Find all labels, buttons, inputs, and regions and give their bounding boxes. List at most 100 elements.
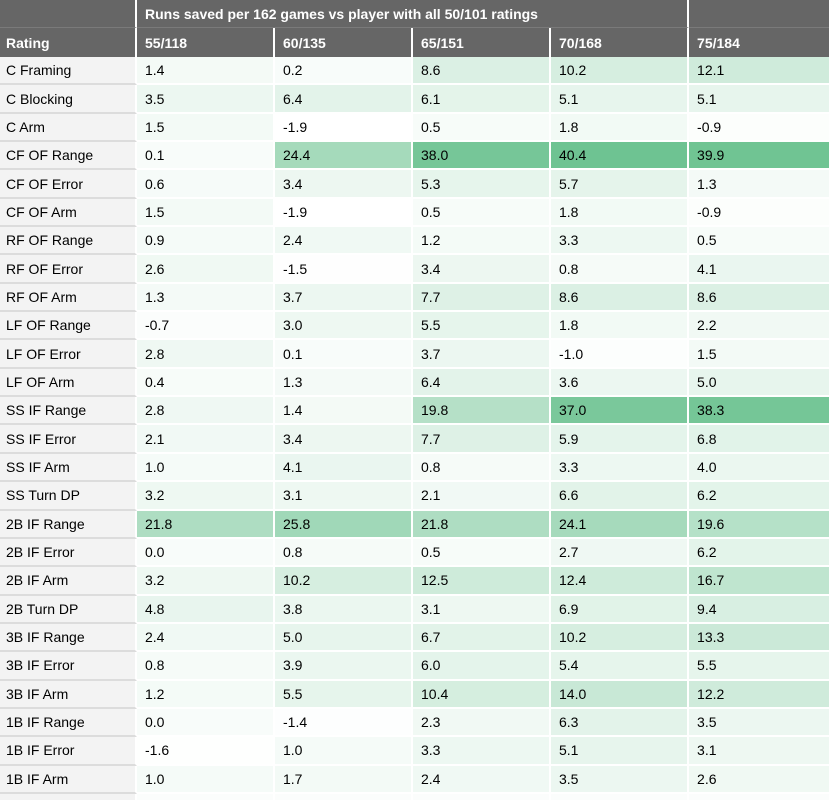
value-cell[interactable]: -1.9 — [275, 198, 413, 228]
column-header[interactable]: 70/168 — [551, 28, 690, 57]
value-cell[interactable]: 0.9 — [137, 227, 275, 256]
value-cell[interactable]: 4.8 — [137, 595, 275, 624]
value-cell[interactable]: 6.6 — [551, 482, 690, 511]
value-cell[interactable]: 1.8 — [551, 312, 690, 341]
row-label[interactable]: LF OF Error — [0, 340, 137, 369]
value-cell[interactable]: 19.8 — [413, 397, 551, 426]
row-label[interactable]: 1B IF Error — [0, 737, 137, 766]
row-label[interactable]: 3B IF Error — [0, 652, 137, 681]
value-cell[interactable]: 3.1 — [275, 482, 413, 511]
row-label[interactable]: 1B IF Arm — [0, 765, 137, 794]
value-cell[interactable]: 0.1 — [137, 142, 275, 171]
row-label[interactable]: CF OF Arm — [0, 198, 137, 228]
value-cell[interactable]: 5.3 — [413, 170, 551, 199]
value-cell[interactable]: -1.0 — [551, 340, 690, 369]
value-cell[interactable]: 5.5 — [275, 680, 413, 709]
value-cell[interactable]: 1.0 — [137, 765, 275, 794]
value-cell[interactable]: 3.0 — [275, 312, 413, 341]
value-cell[interactable]: 25.8 — [275, 510, 413, 539]
value-cell[interactable]: 10.4 — [413, 680, 551, 709]
value-cell[interactable]: 1.2 — [413, 227, 551, 256]
value-cell[interactable]: 8.6 — [551, 283, 690, 313]
value-cell[interactable]: -1.4 — [275, 708, 413, 738]
value-cell[interactable]: 6.3 — [551, 708, 690, 738]
value-cell[interactable]: 12.2 — [689, 680, 829, 709]
value-cell[interactable] — [689, 793, 829, 800]
value-cell[interactable]: 8.6 — [689, 283, 829, 313]
row-label[interactable]: RF OF Range — [0, 227, 137, 256]
value-cell[interactable]: 1.8 — [551, 198, 690, 228]
value-cell[interactable]: 5.1 — [689, 85, 829, 114]
value-cell[interactable]: -0.9 — [689, 198, 829, 228]
column-header[interactable]: 65/151 — [413, 28, 551, 57]
value-cell[interactable]: 39.9 — [689, 142, 829, 171]
value-cell[interactable]: 3.9 — [275, 652, 413, 681]
value-cell[interactable]: 1.2 — [137, 680, 275, 709]
value-cell[interactable]: 38.3 — [689, 397, 829, 426]
value-cell[interactable]: 1.8 — [551, 113, 690, 143]
value-cell[interactable]: 2.1 — [413, 482, 551, 511]
row-label[interactable]: 2B IF Range — [0, 510, 137, 539]
value-cell[interactable]: 2.6 — [689, 765, 829, 794]
row-label[interactable]: C Arm — [0, 113, 137, 143]
row-label[interactable]: LF OF Arm — [0, 368, 137, 398]
value-cell[interactable]: 10.2 — [551, 57, 690, 86]
value-cell[interactable]: 6.1 — [413, 85, 551, 114]
row-label[interactable]: 2B IF Arm — [0, 567, 137, 596]
value-cell[interactable]: 5.5 — [689, 652, 829, 681]
value-cell[interactable]: 0.8 — [413, 453, 551, 483]
row-label[interactable] — [0, 793, 137, 800]
value-cell[interactable]: 3.3 — [551, 453, 690, 483]
value-cell[interactable]: 3.4 — [275, 425, 413, 454]
value-cell[interactable]: 0.5 — [413, 113, 551, 143]
value-cell[interactable]: 0.8 — [551, 255, 690, 284]
value-cell[interactable]: 3.3 — [551, 227, 690, 256]
value-cell[interactable]: 1.0 — [275, 737, 413, 766]
value-cell[interactable]: 7.7 — [413, 283, 551, 313]
value-cell[interactable]: 5.1 — [551, 85, 690, 114]
column-header[interactable]: 60/135 — [275, 28, 413, 57]
row-header-label[interactable]: Rating — [0, 28, 137, 57]
value-cell[interactable]: 4.0 — [689, 453, 829, 483]
value-cell[interactable]: 2.8 — [137, 340, 275, 369]
corner-cell-right[interactable] — [689, 0, 829, 28]
value-cell[interactable]: 8.6 — [413, 57, 551, 86]
value-cell[interactable]: 2.4 — [275, 227, 413, 256]
value-cell[interactable]: 0.5 — [413, 198, 551, 228]
value-cell[interactable]: 19.6 — [689, 510, 829, 539]
corner-cell-left[interactable] — [0, 0, 137, 28]
value-cell[interactable]: 14.0 — [551, 680, 690, 709]
value-cell[interactable]: 2.2 — [689, 312, 829, 341]
value-cell[interactable]: 6.7 — [413, 623, 551, 653]
value-cell[interactable]: 10.2 — [275, 567, 413, 596]
row-label[interactable]: CF OF Range — [0, 142, 137, 171]
value-cell[interactable]: 5.1 — [551, 737, 690, 766]
row-label[interactable]: C Framing — [0, 57, 137, 86]
value-cell[interactable]: 3.4 — [275, 170, 413, 199]
value-cell[interactable]: 2.8 — [137, 397, 275, 426]
value-cell[interactable]: 6.4 — [413, 368, 551, 398]
value-cell[interactable]: 16.7 — [689, 567, 829, 596]
row-label[interactable]: CF OF Error — [0, 170, 137, 199]
row-label[interactable]: SS Turn DP — [0, 482, 137, 511]
value-cell[interactable]: 40.4 — [551, 142, 690, 171]
value-cell[interactable]: 5.7 — [551, 170, 690, 199]
row-label[interactable]: 1B IF Range — [0, 708, 137, 738]
value-cell[interactable]: 3.5 — [137, 85, 275, 114]
value-cell[interactable]: 9.4 — [689, 595, 829, 624]
value-cell[interactable] — [137, 793, 275, 800]
value-cell[interactable]: 0.0 — [137, 708, 275, 738]
row-label[interactable]: RF OF Error — [0, 255, 137, 284]
value-cell[interactable]: 5.9 — [551, 425, 690, 454]
value-cell[interactable]: 12.1 — [689, 57, 829, 86]
value-cell[interactable]: 0.4 — [137, 368, 275, 398]
row-label[interactable]: C Blocking — [0, 85, 137, 114]
value-cell[interactable]: 1.0 — [137, 453, 275, 483]
value-cell[interactable]: 5.0 — [275, 623, 413, 653]
value-cell[interactable]: 1.4 — [275, 397, 413, 426]
value-cell[interactable]: 1.3 — [275, 368, 413, 398]
value-cell[interactable]: 3.7 — [275, 283, 413, 313]
value-cell[interactable]: 6.0 — [413, 652, 551, 681]
value-cell[interactable]: 0.5 — [689, 227, 829, 256]
value-cell[interactable]: 24.1 — [551, 510, 690, 539]
